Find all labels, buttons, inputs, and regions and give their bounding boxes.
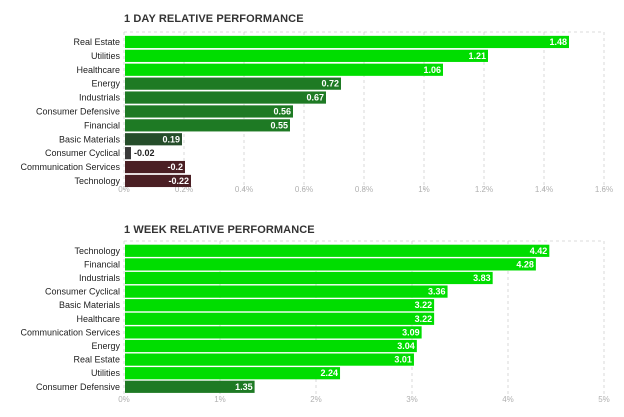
- bar: [125, 271, 493, 285]
- x-tick-label: 0%: [118, 395, 130, 404]
- data-label: 3.01: [394, 355, 412, 365]
- x-tick-label: 1.4%: [535, 185, 553, 194]
- category-label: Healthcare: [76, 65, 120, 75]
- bar: [125, 160, 185, 174]
- category-label: Technology: [74, 176, 120, 186]
- data-label: 1.06: [423, 65, 441, 75]
- data-label: 4.28: [516, 259, 534, 269]
- category-label: Consumer Cyclical: [45, 287, 120, 297]
- bar: [125, 105, 293, 118]
- bar: [125, 35, 569, 49]
- x-tick-label: 3%: [406, 395, 418, 404]
- data-label: 4.42: [530, 246, 548, 256]
- category-label: Utilities: [91, 51, 121, 61]
- bar: [125, 353, 414, 366]
- x-tick-label: 0.4%: [235, 185, 253, 194]
- data-label: 0.19: [162, 134, 180, 144]
- bar: [125, 133, 182, 146]
- chart-title-1day: 1 DAY RELATIVE PERFORMANCE: [124, 13, 304, 25]
- category-label: Communication Services: [20, 327, 120, 337]
- category-label: Energy: [91, 79, 120, 89]
- bar: [125, 285, 448, 298]
- x-tick-label: 1%: [214, 395, 226, 404]
- data-label: 1.48: [549, 37, 567, 47]
- category-label: Communication Services: [20, 162, 120, 172]
- x-tick-label: 0%: [118, 185, 130, 194]
- bar: [125, 312, 435, 325]
- bar: [125, 147, 131, 160]
- bar: [125, 119, 290, 132]
- x-tick-label: 0.6%: [295, 185, 313, 194]
- data-label: 3.22: [415, 300, 433, 310]
- bar: [125, 380, 255, 393]
- x-tick-label: 2%: [310, 395, 322, 404]
- category-label: Real Estate: [73, 355, 120, 365]
- category-label: Healthcare: [76, 314, 120, 324]
- bar: [125, 299, 435, 312]
- data-label: 1.35: [235, 382, 253, 392]
- category-label: Financial: [84, 120, 120, 130]
- bar: [125, 77, 341, 90]
- category-label: Consumer Defensive: [36, 106, 120, 116]
- category-label: Energy: [91, 341, 120, 351]
- chart-title-1week: 1 WEEK RELATIVE PERFORMANCE: [124, 224, 315, 236]
- bar: [125, 91, 326, 104]
- bar: [125, 258, 536, 271]
- category-label: Technology: [74, 246, 120, 256]
- data-label: -0.02: [134, 148, 155, 158]
- category-label: Consumer Defensive: [36, 382, 120, 392]
- data-label: 2.24: [321, 368, 339, 378]
- data-label: -0.22: [168, 176, 189, 186]
- x-tick-label: 4%: [502, 395, 514, 404]
- bar: [125, 63, 443, 76]
- category-label: Industrials: [79, 93, 121, 103]
- data-label: 0.72: [321, 79, 339, 89]
- data-label: 3.04: [397, 341, 415, 351]
- chart-group-0: 0% 0.2% 0.4% 0.6% 0.8% 1% 1.2% 1.4% 1.6% Real Est…: [20, 31, 613, 194]
- bar: [125, 339, 417, 353]
- x-tick-label: 0.8%: [355, 185, 373, 194]
- bar: [125, 49, 488, 62]
- category-label: Financial: [84, 259, 120, 269]
- data-label: 0.55: [270, 120, 288, 130]
- chart-group-1: 0% 1% 2% 3% 4% 5% Technology 4.42 Financial 4.28 I…: [20, 240, 610, 404]
- data-label: 0.67: [306, 93, 324, 103]
- x-tick-label: 5%: [598, 395, 610, 404]
- bar: [125, 367, 341, 380]
- x-tick-label: 1.6%: [595, 185, 613, 194]
- data-label: 0.56: [273, 106, 291, 116]
- category-label: Utilities: [91, 368, 121, 378]
- bar: [125, 326, 422, 339]
- bar: [125, 174, 191, 188]
- data-label: 3.36: [428, 287, 446, 297]
- x-tick-label: 1.2%: [475, 185, 493, 194]
- data-label: 3.22: [415, 314, 433, 324]
- data-label: 3.83: [473, 273, 491, 283]
- x-tick-label: 1%: [418, 185, 430, 194]
- category-label: Consumer Cyclical: [45, 148, 120, 158]
- category-label: Basic Materials: [59, 134, 121, 144]
- x-tick-label: 0.2%: [175, 185, 193, 194]
- category-label: Basic Materials: [59, 300, 121, 310]
- data-label: 1.21: [468, 51, 486, 61]
- category-label: Real Estate: [73, 37, 120, 47]
- data-label: 3.09: [402, 327, 420, 337]
- bar: [125, 244, 550, 257]
- data-label: -0.2: [167, 162, 183, 172]
- category-label: Industrials: [79, 273, 121, 283]
